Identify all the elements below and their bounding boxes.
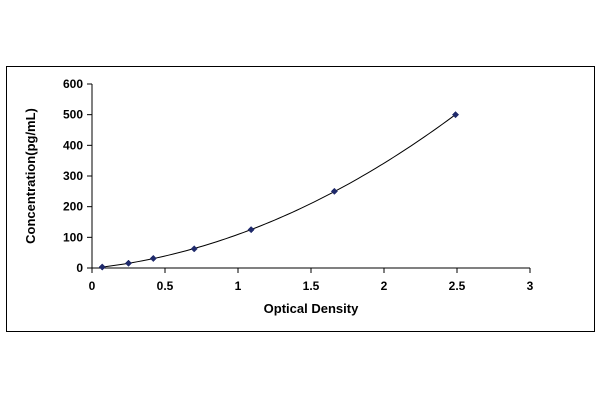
y-tick-label: 300 [63,169,83,183]
y-tick-label: 200 [63,200,83,214]
data-point-marker [247,226,255,234]
x-tick-label: 3 [527,279,534,293]
data-point-marker [190,245,198,253]
data-point-marker [451,111,460,119]
y-tick-label: 600 [63,77,83,91]
y-tick-label: 500 [63,108,83,122]
data-point-marker [124,259,133,267]
curve-layer [102,114,456,268]
axes: 0 100 200 300 400 500 600 0 0.5 1 1.5 2 2.5 3 [63,77,534,293]
fitted-curve [102,114,456,268]
chart-frame [6,66,595,332]
y-axis-title: Concentration(pg/mL) [23,108,38,244]
x-tick-label: 1.5 [303,279,320,293]
x-tick-label: 0 [89,279,96,293]
x-axis-title: Optical Density [264,301,359,316]
x-tick-label: 2.5 [449,279,466,293]
y-tick-label: 400 [63,138,83,152]
data-point-marker [98,263,106,271]
marker-layer [98,111,460,271]
x-tick-label: 2 [381,279,388,293]
y-tick-label: 0 [76,261,83,275]
data-point-marker [149,254,157,262]
y-tick-label: 100 [63,230,83,244]
data-point-marker [330,187,338,195]
x-tick-label: 1 [235,279,242,293]
x-tick-label: 0.5 [157,279,174,293]
